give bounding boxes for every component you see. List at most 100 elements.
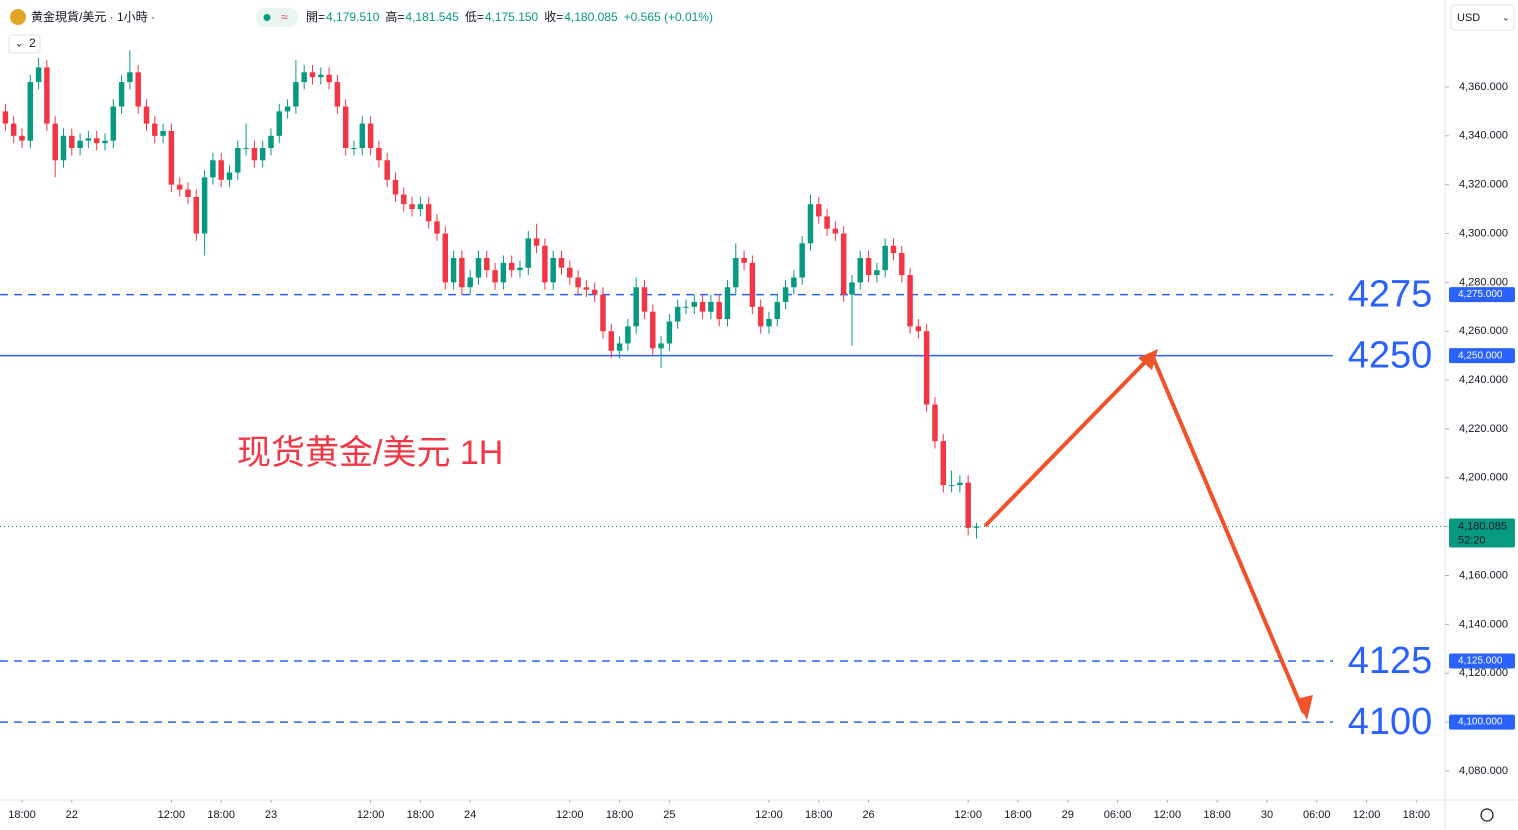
ohlc-value: 4,181.545 <box>405 10 459 24</box>
candle-body <box>367 123 374 149</box>
ohlc-label: 低= <box>465 10 484 24</box>
candle-body <box>475 257 482 278</box>
countdown: 52:20 <box>1458 534 1486 546</box>
symbol-icon <box>10 9 26 25</box>
candle-body <box>799 243 805 278</box>
candle-body <box>749 262 756 307</box>
candle-body <box>791 277 797 288</box>
y-tick-label: 4,280.000 <box>1459 276 1508 288</box>
candle-body <box>757 306 764 327</box>
y-tick-label: 4,220.000 <box>1459 423 1508 435</box>
x-tick-label: 06:00 <box>1303 809 1331 821</box>
candle-body <box>666 321 673 344</box>
x-tick-label: 29 <box>1062 809 1074 821</box>
candle-body <box>69 135 75 149</box>
status-pill[interactable] <box>256 8 298 27</box>
x-tick-label: 25 <box>663 809 675 821</box>
candle-body <box>251 148 258 161</box>
last-price-label: 4,180.085 <box>1458 520 1507 532</box>
y-tick-label: 4,320.000 <box>1459 179 1508 191</box>
arrow-head <box>1296 695 1313 720</box>
y-tick-label: 4,140.000 <box>1459 618 1508 630</box>
candle-body <box>608 331 615 351</box>
candle-body <box>691 301 698 307</box>
settings-icon[interactable] <box>1480 808 1494 822</box>
x-tick-label: 12:00 <box>357 809 385 821</box>
candle-body <box>85 138 92 141</box>
candle-body <box>484 257 490 271</box>
x-tick-label: 26 <box>862 809 874 821</box>
candle-body <box>10 123 17 136</box>
candle-body <box>907 275 913 327</box>
x-tick-label: 18:00 <box>8 809 36 821</box>
candle-body <box>508 262 515 271</box>
x-tick-label: 18:00 <box>606 809 634 821</box>
level-badge-label: 4,125.000 <box>1458 656 1503 667</box>
level-value: 4275 <box>1348 274 1433 316</box>
candle-body <box>259 148 266 161</box>
change: +0.565 (+0.01%) <box>624 10 713 24</box>
candle-body <box>600 294 606 332</box>
candle-body <box>467 277 473 288</box>
level-value: 4250 <box>1348 335 1433 377</box>
candle-body <box>135 72 141 107</box>
candle-body <box>533 238 540 246</box>
candle-body <box>450 257 457 283</box>
candle-body <box>724 287 731 320</box>
ohlc-value: 4,180.085 <box>564 10 618 24</box>
candle-body <box>176 184 183 190</box>
candle-body <box>226 172 233 180</box>
x-tick-label: 18:00 <box>207 809 235 821</box>
level-badge-label: 4,275.000 <box>1458 289 1503 300</box>
y-tick-label: 4,260.000 <box>1459 325 1508 337</box>
candle-body <box>201 177 208 234</box>
x-tick-label: 18:00 <box>1403 809 1431 821</box>
candle-body <box>284 106 291 112</box>
candle-body <box>517 267 523 271</box>
candle-body <box>235 148 241 173</box>
candle-body <box>2 111 9 124</box>
x-tick-label: 30 <box>1261 809 1273 821</box>
arrow-head <box>1138 349 1158 370</box>
x-tick-label: 23 <box>265 809 277 821</box>
chart-title: 现货黄金/美元 1H <box>237 434 503 472</box>
candle-body <box>782 287 789 302</box>
candle-body <box>268 135 274 149</box>
candle-body <box>932 404 938 442</box>
candle-body <box>915 326 922 332</box>
candle-body <box>492 270 498 283</box>
ohlc-label: 開= <box>306 10 325 24</box>
candle-body <box>334 82 341 107</box>
candle-body <box>733 257 739 288</box>
candle-body <box>583 287 590 290</box>
candle-body <box>832 228 839 234</box>
candle-body <box>899 253 905 276</box>
candle-body <box>940 441 947 486</box>
candle-body <box>575 277 581 288</box>
candle-body <box>60 135 67 161</box>
candle-body <box>973 526 980 528</box>
candle-body <box>650 311 656 349</box>
candle-body <box>948 485 955 487</box>
level-badge <box>1449 348 1515 364</box>
candle-body <box>376 148 382 161</box>
x-tick-label: 24 <box>464 809 476 821</box>
level-badge <box>1449 714 1515 730</box>
candle-body <box>168 130 175 185</box>
chevron: ⌄ <box>15 39 23 50</box>
status-dot <box>263 14 271 21</box>
candle-body <box>351 148 357 150</box>
candle-body <box>641 287 648 312</box>
candle-body <box>567 267 573 278</box>
indicators-toggle[interactable] <box>8 34 41 54</box>
level-value: 4100 <box>1348 701 1433 743</box>
x-tick-label: 18:00 <box>407 809 435 821</box>
currency-select[interactable] <box>1450 4 1515 31</box>
candle-body <box>392 179 399 195</box>
candle-body <box>741 257 747 263</box>
candle-body <box>550 257 556 283</box>
candle-body <box>218 160 224 180</box>
y-tick-label: 4,340.000 <box>1459 130 1508 142</box>
